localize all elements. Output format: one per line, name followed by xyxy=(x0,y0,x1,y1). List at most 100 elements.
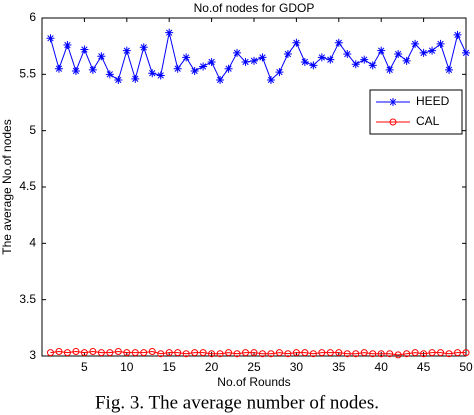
marker xyxy=(369,350,377,358)
chart-title: No.of nodes for GDOP xyxy=(194,1,315,15)
x-tick-label: 30 xyxy=(290,360,304,374)
marker xyxy=(283,50,292,59)
y-axis-label: The average No.of nodes xyxy=(0,119,14,254)
marker xyxy=(428,349,436,357)
marker xyxy=(148,69,157,78)
y-tick-label: 5.5 xyxy=(19,67,36,81)
marker xyxy=(343,50,352,59)
marker xyxy=(419,48,428,57)
marker xyxy=(250,349,258,357)
marker xyxy=(199,349,207,357)
marker xyxy=(216,350,224,358)
marker xyxy=(420,350,428,358)
marker xyxy=(97,349,105,357)
marker xyxy=(436,39,445,48)
marker xyxy=(437,349,445,357)
marker xyxy=(351,60,360,69)
legend-label: CAL xyxy=(416,114,440,128)
marker xyxy=(71,66,80,75)
marker xyxy=(242,349,250,357)
marker xyxy=(55,347,63,355)
marker xyxy=(46,349,54,357)
series-line xyxy=(49,32,467,81)
x-tick-label: 40 xyxy=(375,360,389,374)
y-tick-label: 5 xyxy=(29,123,36,137)
marker xyxy=(334,38,343,47)
marker xyxy=(275,68,284,77)
marker xyxy=(258,53,267,62)
x-tick-label: 10 xyxy=(120,360,134,374)
x-tick-label: 5 xyxy=(81,360,88,374)
marker xyxy=(131,74,140,83)
marker xyxy=(165,349,173,357)
marker xyxy=(63,41,72,50)
x-tick-label: 25 xyxy=(247,360,261,374)
marker xyxy=(114,347,122,355)
marker xyxy=(72,347,80,355)
marker xyxy=(105,70,114,79)
marker xyxy=(182,350,190,358)
marker xyxy=(445,65,454,74)
marker xyxy=(156,71,165,80)
marker xyxy=(199,62,208,71)
marker xyxy=(284,350,292,358)
y-tick-label: 4.5 xyxy=(19,179,36,193)
marker xyxy=(54,64,63,73)
marker xyxy=(368,61,377,70)
series-line xyxy=(50,350,466,356)
marker xyxy=(360,55,369,64)
x-tick-label: 15 xyxy=(163,360,177,374)
marker xyxy=(80,349,88,357)
marker xyxy=(174,349,182,357)
x-tick-label: 20 xyxy=(205,360,219,374)
marker xyxy=(97,52,106,61)
marker xyxy=(80,45,89,54)
marker xyxy=(267,350,275,358)
marker xyxy=(343,350,351,358)
caption: Fig. 3. The average number of nodes. xyxy=(95,392,379,413)
marker xyxy=(123,349,131,357)
marker xyxy=(360,349,368,357)
marker xyxy=(394,50,403,59)
marker xyxy=(89,347,97,355)
marker xyxy=(114,75,123,84)
marker xyxy=(225,349,233,357)
marker xyxy=(386,350,394,358)
plot-frame xyxy=(41,17,467,357)
marker xyxy=(191,349,199,357)
marker xyxy=(411,39,420,48)
x-axis-label: No.of Rounds xyxy=(217,375,290,389)
marker xyxy=(250,56,258,65)
y-tick-label: 3.5 xyxy=(19,292,36,306)
y-tick-label: 3 xyxy=(29,348,36,362)
marker xyxy=(207,57,216,66)
marker xyxy=(454,349,462,357)
marker xyxy=(173,64,182,73)
marker xyxy=(292,349,300,357)
marker xyxy=(403,350,411,358)
x-tick-label: 50 xyxy=(459,360,473,374)
marker xyxy=(326,55,335,64)
marker xyxy=(389,118,397,126)
marker xyxy=(317,53,326,62)
marker xyxy=(241,57,250,66)
marker xyxy=(46,34,55,43)
marker xyxy=(224,64,233,73)
marker xyxy=(122,46,131,55)
marker xyxy=(462,48,470,57)
marker xyxy=(394,351,402,359)
marker xyxy=(326,349,334,357)
marker xyxy=(233,48,242,57)
marker xyxy=(157,350,165,358)
marker xyxy=(63,349,71,357)
marker xyxy=(377,350,385,358)
marker xyxy=(318,349,326,357)
marker xyxy=(445,350,453,358)
marker xyxy=(389,98,397,106)
x-tick-label: 45 xyxy=(417,360,431,374)
legend xyxy=(369,89,463,135)
marker xyxy=(182,53,191,62)
marker xyxy=(301,349,309,357)
